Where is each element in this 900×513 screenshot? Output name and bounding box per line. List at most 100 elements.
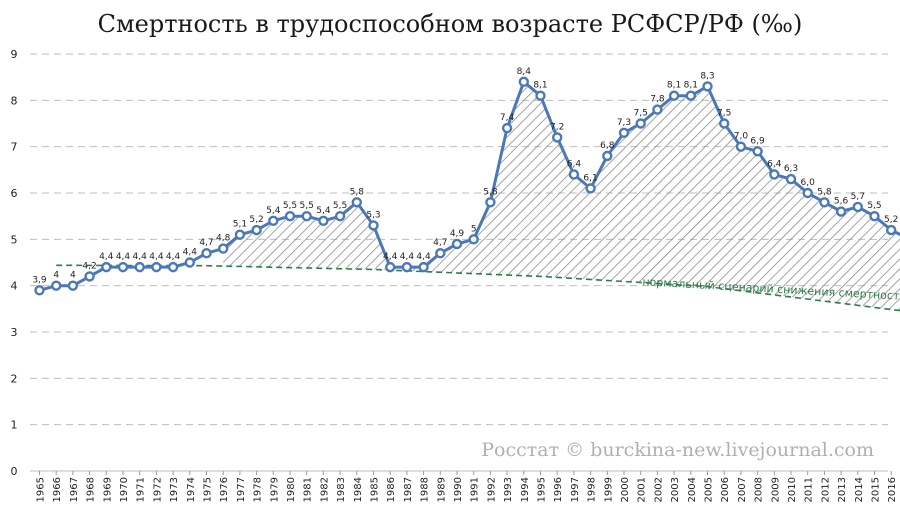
data-label: 4 [53,271,59,281]
x-tick-label: 1968 [86,477,97,502]
data-label: 7,3 [617,118,631,128]
data-point [618,127,630,138]
data-label: 7,2 [550,122,564,132]
x-tick-label: 1982 [319,477,330,502]
x-tick-label: 1980 [286,477,297,502]
x-tick-label: 1995 [537,477,548,502]
data-point [418,261,429,273]
data-label: 4,4 [133,252,148,262]
x-tick-label: 1967 [69,477,80,502]
data-label: 5,8 [350,187,365,197]
data-point [84,271,95,282]
x-tick-label: 1983 [336,477,347,502]
data-points [34,76,897,296]
data-label: 4,4 [149,252,164,262]
data-point [535,90,546,101]
data-point [351,197,362,208]
y-tick-label: 1 [11,419,18,432]
data-point [385,261,396,273]
x-tick-label: 2004 [687,477,698,502]
data-point [652,104,663,115]
x-tick-label: 1981 [303,477,314,502]
data-label: 4,4 [166,252,181,262]
data-point [201,248,212,259]
x-tick-label: 1979 [269,477,280,502]
data-point [635,118,646,129]
data-label: 7,5 [717,109,731,119]
x-tick-label: 2009 [770,477,781,502]
y-tick-label: 5 [11,233,18,246]
data-label: 8,1 [684,81,698,91]
data-point [101,261,112,273]
data-point [134,261,145,273]
data-label: 7,4 [500,113,515,123]
data-point [769,169,780,180]
x-tick-label: 1976 [219,477,230,502]
x-tick-label: 2000 [620,477,631,502]
data-label: 8,1 [667,81,681,91]
data-label: 6,4 [567,159,582,169]
x-tick-label: 2002 [653,477,664,502]
data-label: 7,5 [634,109,648,119]
x-tick-label: 2010 [787,477,798,502]
data-label: 4,4 [116,252,131,262]
data-point [719,118,730,129]
data-point [184,257,196,268]
watermark: Росстат © burckina-new.livejournal.com [481,439,874,461]
x-tick-label: 1977 [236,477,247,502]
data-label: 6,0 [801,178,816,188]
data-label: 3,9 [32,275,47,285]
x-tick-label: 2011 [804,477,815,502]
data-point [284,210,296,222]
x-tick-label: 1987 [403,477,414,502]
data-label: 4,4 [99,252,114,262]
data-point [234,229,246,240]
data-point [435,248,446,259]
data-point [702,81,713,92]
x-tick-label: 1975 [203,477,214,502]
data-point [151,261,162,273]
data-label: 5,5 [333,201,347,211]
data-label: 5,4 [316,206,331,216]
x-tick-label: 1999 [603,477,614,502]
data-point [869,210,880,222]
data-point [485,197,496,208]
data-label: 6,9 [750,136,765,146]
x-tick-label: 2003 [670,477,681,502]
data-point [268,215,279,227]
y-tick-label: 2 [11,372,18,385]
x-tick-label: 2012 [820,477,831,502]
y-tick-label: 3 [11,326,18,339]
x-tick-label: 1978 [253,477,264,502]
x-tick-label: 1990 [453,477,464,502]
data-label: 5 [471,224,477,234]
data-point [735,141,747,152]
x-tick-label: 1988 [420,477,431,502]
x-tick-label: 1989 [436,477,447,502]
data-point [585,183,596,194]
data-label: 6,3 [784,164,798,174]
x-tick-label: 2006 [720,477,731,502]
data-point [685,90,696,101]
data-label: 6,8 [600,141,615,151]
x-tick-label: 1965 [36,477,47,502]
y-tick-label: 6 [11,187,18,200]
data-point [752,146,763,157]
data-label: 5,2 [249,215,263,225]
data-point [518,76,529,88]
data-point [802,187,813,199]
x-tick-label: 1997 [570,477,581,502]
data-label: 5,5 [867,201,881,211]
data-label: 4,4 [383,252,398,262]
x-tick-label: 1971 [136,477,147,502]
data-label: 8,4 [517,67,532,77]
x-axis-ticks: 1965 1966 1967 1968 1969 1970 1971 1972 1973 1974… [36,471,898,502]
x-tick-label: 2015 [871,477,882,502]
data-label: 4,4 [416,252,431,262]
y-tick-label: 8 [11,94,18,107]
x-tick-label: 1986 [386,477,397,502]
data-point [552,132,563,143]
x-tick-label: 2014 [854,477,865,502]
y-tick-label: 0 [11,465,18,478]
